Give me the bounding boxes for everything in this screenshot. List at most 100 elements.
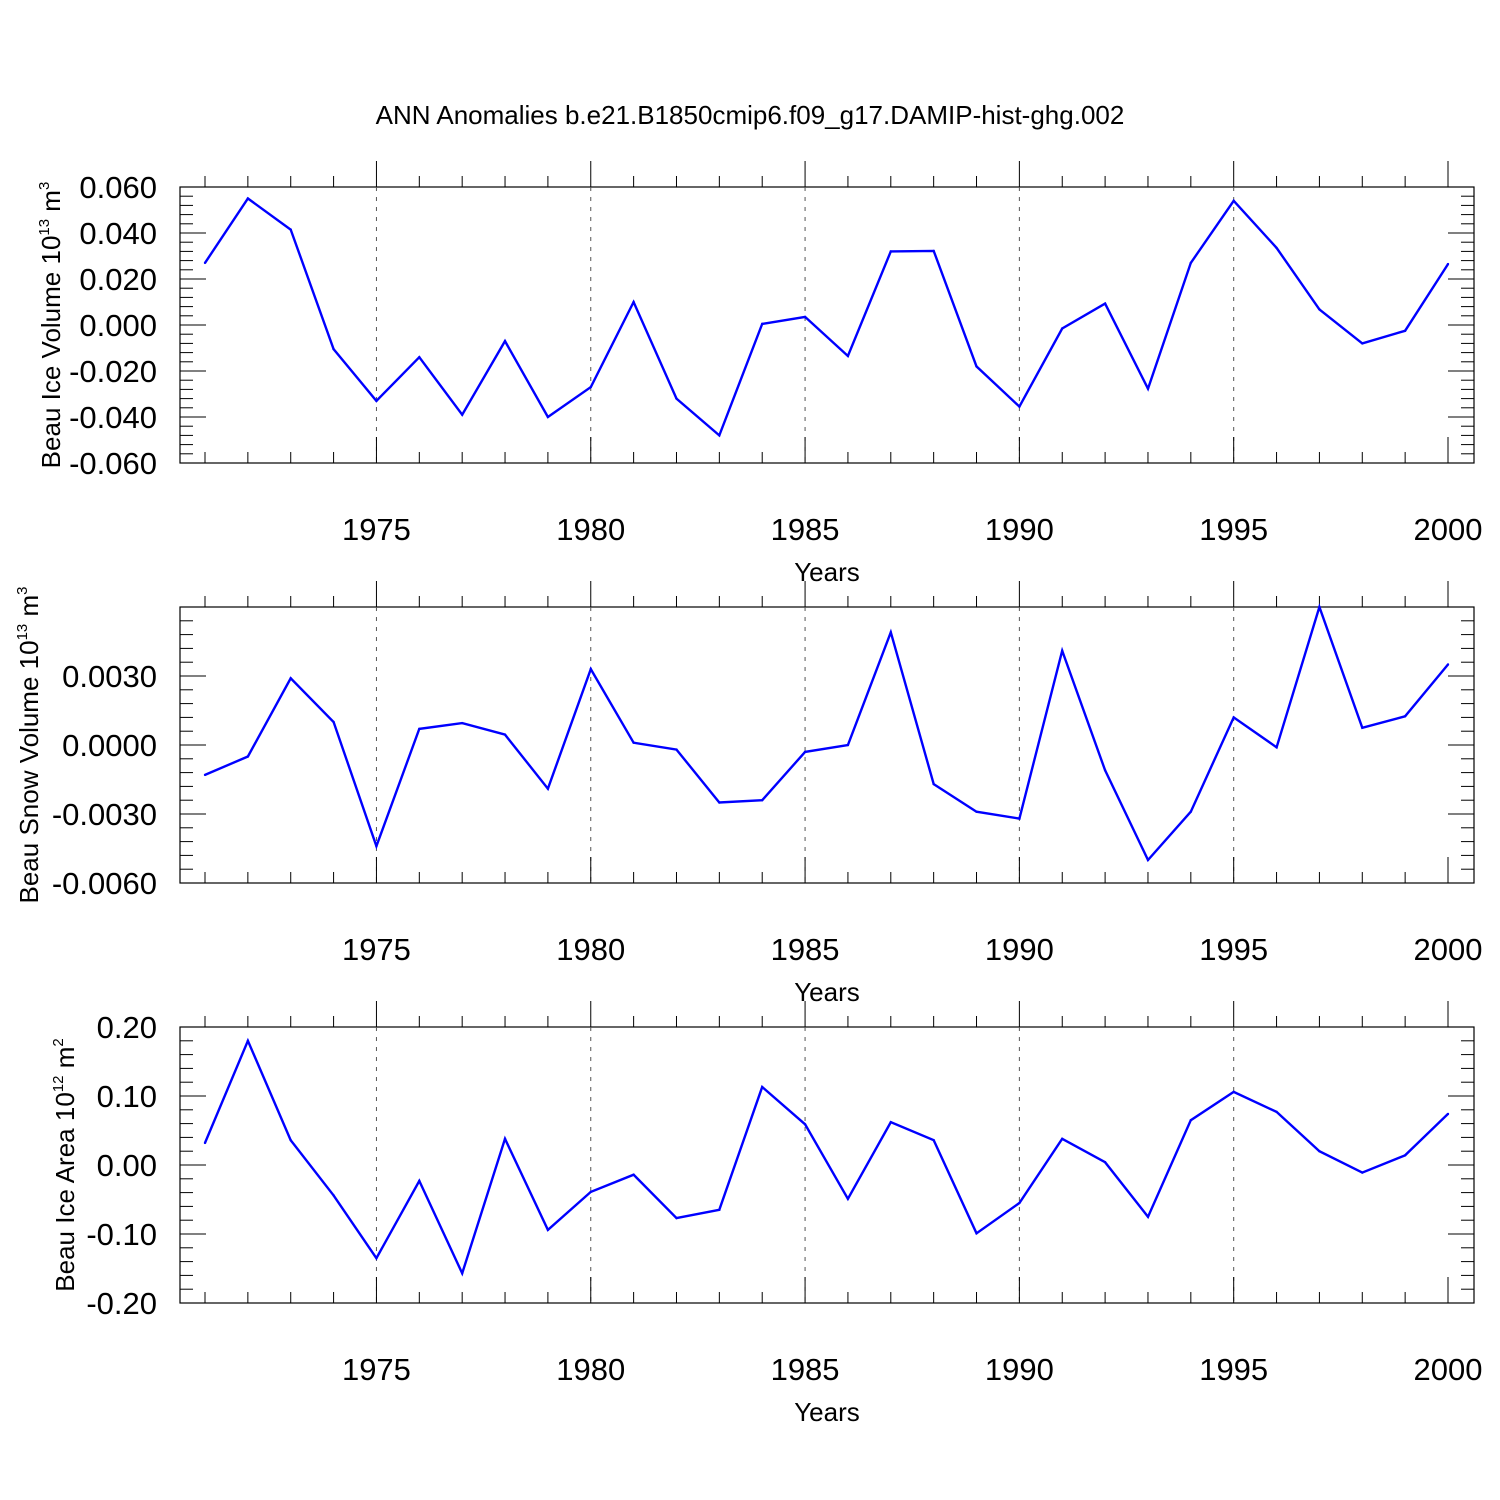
data-point	[1018, 405, 1021, 408]
x-tick-label: 1985	[771, 512, 840, 547]
data-point	[1061, 327, 1064, 330]
data-point	[1403, 715, 1407, 718]
data-point	[375, 845, 378, 848]
y-tick-label: -0.040	[69, 400, 157, 435]
data-point	[546, 787, 550, 790]
x-axis-title: Years	[794, 1397, 860, 1427]
data-point	[375, 399, 378, 403]
y-tick-label: 0.060	[79, 170, 157, 205]
x-tick-label: 1975	[342, 1352, 411, 1387]
data-point	[675, 748, 678, 751]
data-point	[1103, 1161, 1107, 1164]
y-tick-label: 0.10	[97, 1079, 157, 1114]
plot-frame	[179, 1026, 1475, 1304]
data-point	[1103, 769, 1107, 772]
data-point	[1018, 817, 1021, 820]
data-point	[889, 631, 892, 634]
data-point	[332, 720, 335, 724]
data-point	[1318, 605, 1321, 609]
data-point	[846, 1197, 850, 1201]
data-point	[846, 743, 850, 747]
data-point	[1275, 746, 1278, 749]
data-point	[1361, 342, 1364, 345]
data-point	[1146, 858, 1150, 862]
data-point	[1275, 1110, 1278, 1114]
x-tick-label: 2000	[1414, 932, 1483, 967]
data-point	[1061, 649, 1064, 652]
data-point	[418, 1179, 421, 1183]
chart-panel-1: 1975 1980 1985 1990 1995 2000 Years 0.060 0.040 0…	[36, 161, 1482, 587]
x-tick-label: 1995	[1199, 932, 1268, 967]
data-point	[589, 1190, 592, 1194]
y-axis-title: Beau Ice Volume 1013 m3	[36, 182, 66, 469]
y-tick-label: 0.20	[97, 1010, 157, 1045]
data-point	[546, 415, 550, 419]
y-tick-label: 0.020	[79, 262, 157, 297]
data-point	[632, 741, 635, 744]
series-line	[204, 603, 1449, 863]
data-point	[1189, 810, 1193, 813]
y-tick-label: -0.10	[86, 1217, 157, 1252]
chart-panel-3: 1975 1980 1985 1990 1995 2000 Years 0.20 0.10 0.0…	[50, 1001, 1482, 1427]
data-point	[1318, 308, 1321, 311]
data-point	[1018, 1201, 1021, 1205]
data-point	[289, 1138, 292, 1142]
x-tick-label: 1995	[1199, 1352, 1268, 1387]
data-point	[932, 1138, 935, 1142]
data-point	[503, 733, 507, 736]
data-point	[460, 721, 464, 725]
x-tick-label: 1990	[985, 512, 1054, 547]
y-tick-label: -0.0060	[52, 866, 157, 901]
y-tick-label: 0.00	[97, 1148, 157, 1183]
x-tick-label: 1975	[342, 932, 411, 967]
data-point	[203, 1141, 207, 1145]
data-point	[718, 434, 721, 437]
figure-title: ANN Anomalies b.e21.B1850cmip6.f09_g17.D…	[376, 100, 1125, 130]
x-tick-label: 1985	[771, 1352, 840, 1387]
data-point	[761, 799, 764, 802]
x-axis-title: Years	[794, 557, 860, 587]
x-tick-label: 1990	[985, 932, 1054, 967]
x-tick-label: 1980	[556, 932, 625, 967]
data-point	[418, 727, 421, 731]
data-point	[975, 810, 978, 813]
y-tick-label: 0.0000	[62, 728, 157, 763]
data-point	[803, 750, 807, 754]
data-point	[1146, 1215, 1150, 1218]
data-point	[460, 413, 464, 416]
data-point	[675, 397, 678, 400]
data-point	[1403, 1154, 1407, 1157]
data-point	[1361, 726, 1364, 729]
series-line	[204, 196, 1450, 438]
y-tick-label: 0.000	[79, 308, 157, 343]
data-point	[975, 1232, 978, 1235]
x-axis-title: Years	[794, 977, 860, 1007]
data-point	[761, 322, 764, 326]
data-point	[675, 1216, 678, 1220]
y-tick-label: 0.040	[79, 216, 157, 251]
data-point	[1146, 387, 1150, 390]
data-point	[1403, 329, 1407, 332]
data-point	[246, 1039, 250, 1043]
data-point	[718, 801, 721, 804]
data-point	[203, 261, 207, 265]
data-point	[803, 1123, 807, 1126]
data-point	[889, 1121, 892, 1124]
data-point	[1189, 1118, 1193, 1122]
data-point	[718, 1208, 721, 1212]
data-point	[1361, 1171, 1364, 1174]
data-point	[803, 315, 807, 319]
data-point	[1103, 302, 1107, 305]
data-point	[546, 1228, 550, 1232]
y-tick-label: -0.0030	[52, 797, 157, 832]
data-point	[503, 1137, 507, 1140]
data-point	[1232, 199, 1235, 202]
data-point	[889, 250, 892, 253]
x-tick-label: 1980	[556, 512, 625, 547]
y-axis-title: Beau Snow Volume 1013 m3	[14, 587, 44, 904]
x-tick-label: 1995	[1199, 512, 1268, 547]
data-point	[632, 1173, 635, 1176]
data-point	[1232, 716, 1235, 719]
data-point	[375, 1256, 378, 1260]
